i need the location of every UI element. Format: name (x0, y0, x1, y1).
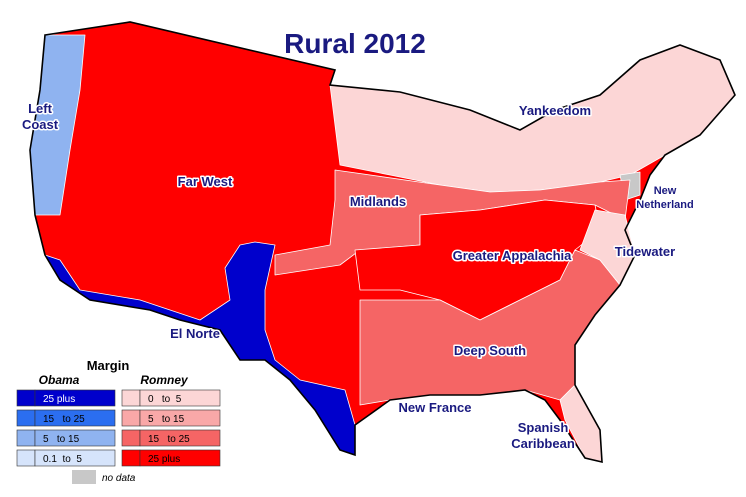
region-label: Tidewater (615, 244, 675, 259)
legend-swatch (16, 389, 36, 407)
legend-swatch (16, 449, 36, 467)
legend-box (34, 429, 116, 447)
legend-box (34, 449, 116, 467)
region-label: Far West (178, 174, 233, 189)
legend-group: Obama (39, 373, 80, 387)
legend-label: 5 to 15 (43, 434, 80, 445)
label-line: Netherland (636, 199, 693, 211)
legend-box (34, 389, 116, 407)
yankeedom (329, 44, 736, 193)
no-data-label: no data (102, 473, 136, 484)
region-label: Spanish Caribbean (511, 420, 575, 451)
label-line: Coast (22, 117, 59, 132)
legend-swatch (121, 429, 141, 447)
legend-label: 25 plus (148, 454, 180, 465)
label-line: Tidewater (615, 244, 675, 259)
legend: Margin Obama 25 plus 15 to 25 5 to 15 0.1 to … (16, 358, 221, 484)
region-label: Deep South (454, 343, 526, 358)
label-line: Left (28, 101, 53, 116)
legend-box (139, 429, 221, 447)
label-line: Yankeedom (519, 103, 591, 118)
label-line: New France (399, 400, 472, 415)
legend-box (139, 409, 221, 427)
region-label: Yankeedom (519, 103, 591, 118)
no-data-swatch (72, 470, 96, 484)
legend-label: 0 to 5 (148, 394, 182, 405)
legend-box (139, 389, 221, 407)
legend-swatch (16, 409, 36, 427)
legend-group: Romney (140, 373, 189, 387)
legend-swatch (121, 389, 141, 407)
label-line: Greater Appalachia (453, 248, 573, 263)
region-label: El Norte (170, 326, 220, 341)
region-label: Greater Appalachia (453, 248, 573, 263)
legend-label: 15 to 25 (148, 434, 190, 445)
legend-label: 0.1 to 5 (43, 454, 82, 465)
label-line: Spanish (518, 420, 569, 435)
legend-box (34, 409, 116, 427)
label-line: New (654, 185, 677, 197)
legend-swatch (121, 409, 141, 427)
legend-label: 15 to 25 (43, 414, 85, 425)
label-line: El Norte (170, 326, 220, 341)
legend-label: 25 plus (43, 394, 75, 405)
label-line: Midlands (350, 194, 406, 209)
region-label: New Netherland (636, 185, 693, 211)
region-labels: Left Coast Far West Yankeedom New Netherland M… (20, 100, 695, 453)
label-line: Caribbean (511, 436, 575, 451)
region-label: Left Coast (22, 101, 59, 132)
legend-box (139, 449, 221, 467)
legend-label: 5 to 15 (148, 414, 185, 425)
label-line: Deep South (454, 343, 526, 358)
legend-title: Margin (87, 358, 130, 373)
legend-swatch (121, 449, 141, 467)
region-label: Midlands (350, 194, 406, 209)
label-line: Far West (178, 174, 233, 189)
map-title: Rural 2012 (284, 28, 426, 59)
outline (29, 21, 736, 464)
region-label: New France (399, 400, 472, 415)
map-shapes (29, 21, 736, 464)
legend-swatch (16, 429, 36, 447)
